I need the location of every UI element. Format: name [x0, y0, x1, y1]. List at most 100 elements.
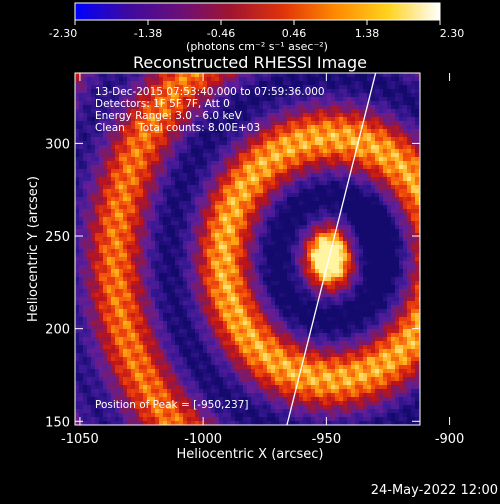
- heatmap-cell: [75, 297, 79, 301]
- heatmap-cell: [399, 93, 403, 97]
- heatmap-cell: [119, 81, 123, 85]
- heatmap-cell: [283, 177, 287, 181]
- heatmap-cell: [307, 165, 311, 169]
- heatmap-cell: [363, 261, 367, 265]
- heatmap-cell: [155, 269, 159, 273]
- heatmap-cell: [295, 197, 299, 201]
- heatmap-cell: [243, 161, 247, 165]
- heatmap-cell: [255, 297, 259, 301]
- heatmap-cell: [335, 89, 339, 93]
- heatmap-cell: [199, 145, 203, 149]
- heatmap-cell: [171, 289, 175, 293]
- heatmap-cell: [323, 141, 327, 145]
- heatmap-cell: [275, 285, 279, 289]
- heatmap-cell: [231, 137, 235, 141]
- heatmap-cell: [107, 189, 111, 193]
- heatmap-cell: [331, 217, 335, 221]
- heatmap-cell: [239, 237, 243, 241]
- heatmap-cell: [395, 149, 399, 153]
- heatmap-cell: [355, 201, 359, 205]
- heatmap-cell: [235, 285, 239, 289]
- heatmap-cell: [179, 177, 183, 181]
- heatmap-cell: [351, 137, 355, 141]
- heatmap-cell: [279, 293, 283, 297]
- heatmap-cell: [383, 241, 387, 245]
- heatmap-cell: [111, 265, 115, 269]
- heatmap-cell: [283, 221, 287, 225]
- heatmap-cell: [287, 221, 291, 225]
- heatmap-cell: [339, 81, 343, 85]
- heatmap-cell: [79, 257, 83, 261]
- heatmap-cell: [399, 265, 403, 269]
- heatmap-cell: [403, 233, 407, 237]
- heatmap-cell: [331, 77, 335, 81]
- heatmap-cell: [171, 297, 175, 301]
- heatmap-cell: [295, 225, 299, 229]
- heatmap-cell: [295, 265, 299, 269]
- heatmap-cell: [339, 121, 343, 125]
- heatmap-cell: [195, 217, 199, 221]
- heatmap-cell: [323, 261, 327, 265]
- heatmap-cell: [191, 169, 195, 173]
- heatmap-cell: [275, 137, 279, 141]
- heatmap-cell: [255, 137, 259, 141]
- heatmap-cell: [407, 209, 411, 213]
- heatmap-cell: [135, 225, 139, 229]
- heatmap-cell: [143, 237, 147, 241]
- heatmap-cell: [163, 149, 167, 153]
- heatmap-cell: [103, 73, 107, 77]
- heatmap-cell: [399, 77, 403, 81]
- heatmap-cell: [379, 297, 383, 301]
- heatmap-cell: [175, 185, 179, 189]
- heatmap-cell: [271, 293, 275, 297]
- heatmap-cell: [307, 133, 311, 137]
- heatmap-cell: [347, 265, 351, 269]
- heatmap-cell: [343, 209, 347, 213]
- heatmap-cell: [147, 205, 151, 209]
- heatmap-cell: [227, 201, 231, 205]
- heatmap-cell: [263, 213, 267, 217]
- heatmap-cell: [127, 157, 131, 161]
- heatmap-cell: [375, 245, 379, 249]
- heatmap-cell: [283, 265, 287, 269]
- heatmap-cell: [387, 261, 391, 265]
- heatmap-cell: [331, 197, 335, 201]
- heatmap-cell: [327, 113, 331, 117]
- heatmap-cell: [231, 269, 235, 273]
- heatmap-cell: [159, 229, 163, 233]
- heatmap-cell: [355, 265, 359, 269]
- heatmap-cell: [275, 245, 279, 249]
- heatmap-cell: [311, 257, 315, 261]
- heatmap-cell: [171, 193, 175, 197]
- heatmap-cell: [295, 73, 299, 77]
- heatmap-cell: [391, 269, 395, 273]
- heatmap-cell: [195, 185, 199, 189]
- heatmap-cell: [151, 209, 155, 213]
- heatmap-cell: [283, 269, 287, 273]
- heatmap-cell: [367, 209, 371, 213]
- heatmap-cell: [75, 173, 79, 177]
- heatmap-cell: [103, 297, 107, 301]
- heatmap-cell: [211, 73, 215, 77]
- heatmap-cell: [275, 113, 279, 117]
- heatmap-cell: [183, 177, 187, 181]
- heatmap-cell: [79, 133, 83, 137]
- heatmap-cell: [339, 237, 343, 241]
- heatmap-cell: [231, 249, 235, 253]
- heatmap-cell: [383, 165, 387, 169]
- heatmap-cell: [363, 201, 367, 205]
- heatmap-cell: [311, 105, 315, 109]
- heatmap-cell: [299, 297, 303, 301]
- heatmap-cell: [115, 157, 119, 161]
- heatmap-cell: [323, 285, 327, 289]
- heatmap-cell: [411, 165, 415, 169]
- heatmap-cell: [127, 213, 131, 217]
- heatmap-cell: [263, 253, 267, 257]
- heatmap-cell: [287, 77, 291, 81]
- heatmap-cell: [107, 293, 111, 297]
- heatmap-cell: [87, 245, 91, 249]
- heatmap-cell: [179, 205, 183, 209]
- heatmap-cell: [147, 165, 151, 169]
- heatmap-cell: [391, 185, 395, 189]
- heatmap-cell: [399, 161, 403, 165]
